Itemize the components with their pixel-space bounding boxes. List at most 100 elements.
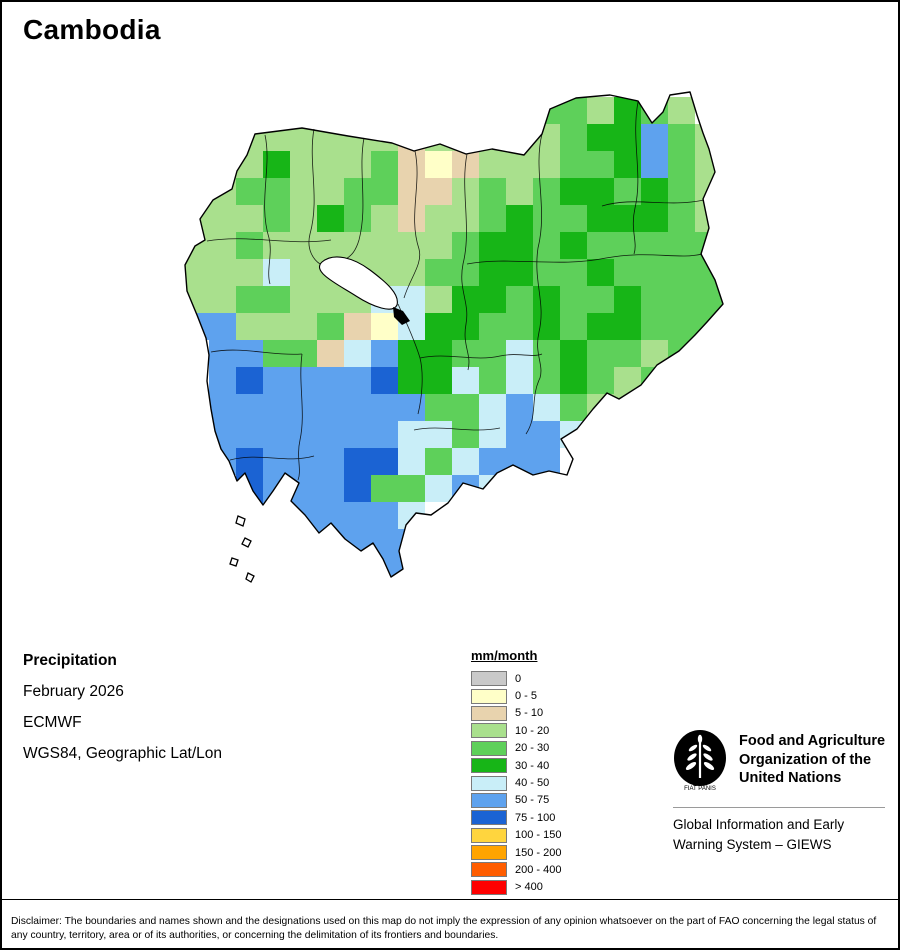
- precip-cell: [290, 394, 317, 421]
- precip-cell: [668, 259, 695, 286]
- precip-cell: [452, 259, 479, 286]
- legend-swatch: [471, 827, 507, 843]
- precip-cell: [587, 97, 614, 124]
- precip-cell: [668, 340, 695, 367]
- precip-cell: [506, 259, 533, 286]
- precip-cell: [371, 448, 398, 475]
- precip-cell: [668, 97, 695, 124]
- legend-label: 5 - 10: [515, 707, 544, 720]
- precip-cell: [209, 259, 236, 286]
- precip-cell: [479, 394, 506, 421]
- country-boundary: [184, 91, 724, 578]
- precip-cell: [641, 259, 668, 286]
- precip-cell: [479, 232, 506, 259]
- precip-cell: [371, 475, 398, 502]
- legend-entry: 10 - 20: [471, 722, 561, 739]
- precip-cell: [317, 340, 344, 367]
- legend-entries: 0 0 - 5 5 - 10 10 - 20 20 - 30 30 - 40 40 - 50…: [471, 670, 561, 896]
- precip-cell: [344, 205, 371, 232]
- fao-org-line: Organization of the: [739, 751, 872, 768]
- legend-label: 30 - 40: [515, 759, 550, 772]
- precip-cell: [533, 178, 560, 205]
- legend-entry: > 400: [471, 879, 561, 896]
- info-block: Precipitation February 2026 ECMWF WGS84,…: [23, 652, 222, 776]
- fao-block: FIAT PANIS Food and Agriculture Organiza…: [673, 729, 885, 791]
- precip-cell: [398, 151, 425, 178]
- precip-cell: [533, 313, 560, 340]
- legend-entry: 50 - 75: [471, 792, 561, 809]
- precip-cell: [479, 286, 506, 313]
- precip-cell: [506, 124, 533, 151]
- precip-cell: [425, 205, 452, 232]
- legend-swatch: [471, 845, 507, 861]
- legend-entry: 200 - 400: [471, 861, 561, 878]
- precip-cell: [344, 313, 371, 340]
- precip-cell: [425, 367, 452, 394]
- precip-cell: [506, 286, 533, 313]
- legend-label: 0 - 5: [515, 690, 538, 703]
- fao-org-line: United Nations: [739, 770, 842, 786]
- precip-cell: [236, 259, 263, 286]
- precip-cell: [479, 340, 506, 367]
- precip-cell: [209, 232, 236, 259]
- legend-swatch: [471, 723, 507, 739]
- precip-cell: [398, 178, 425, 205]
- precip-cell: [506, 205, 533, 232]
- precip-cell: [236, 232, 263, 259]
- precip-cell: [533, 367, 560, 394]
- precip-cell: [236, 421, 263, 448]
- precip-cell: [236, 475, 263, 502]
- precip-cell: [533, 448, 560, 475]
- precip-cell: [533, 340, 560, 367]
- precip-cell: [290, 259, 317, 286]
- legend-label: 10 - 20: [515, 724, 550, 737]
- precip-cell: [317, 124, 344, 151]
- precip-cell: [479, 259, 506, 286]
- precip-cell: [263, 259, 290, 286]
- precip-cell: [641, 286, 668, 313]
- precip-cell: [290, 313, 317, 340]
- tonle-sap-lake: [319, 256, 398, 310]
- precip-cell: [398, 529, 425, 556]
- precip-cell: [560, 286, 587, 313]
- precip-cell: [425, 394, 452, 421]
- precip-cell: [263, 367, 290, 394]
- precip-cell: [614, 367, 641, 394]
- precip-cell: [344, 502, 371, 529]
- legend-entry: 5 - 10: [471, 705, 561, 722]
- precip-cell: [479, 205, 506, 232]
- precip-cell: [209, 421, 236, 448]
- precip-cell: [506, 340, 533, 367]
- map-projection-label: WGS84, Geographic Lat/Lon: [23, 745, 223, 762]
- legend-entry: 20 - 30: [471, 740, 561, 757]
- precip-cell: [371, 502, 398, 529]
- precip-cell: [614, 205, 641, 232]
- precip-cell: [290, 205, 317, 232]
- precip-cell: [344, 448, 371, 475]
- precip-cell: [290, 178, 317, 205]
- precip-cell: [290, 421, 317, 448]
- precip-cell: [452, 367, 479, 394]
- precip-cell: [506, 367, 533, 394]
- precip-cell: [614, 178, 641, 205]
- precip-cell: [371, 394, 398, 421]
- precip-cell: [371, 151, 398, 178]
- precip-cell: [209, 367, 236, 394]
- precip-cell: [560, 205, 587, 232]
- precip-cell: [695, 151, 722, 178]
- precip-cell: [371, 529, 398, 556]
- precip-cell: [668, 124, 695, 151]
- precip-cell: [587, 205, 614, 232]
- precip-cell: [344, 367, 371, 394]
- precip-cell: [398, 502, 425, 529]
- precip-cell: [290, 232, 317, 259]
- precip-cell: [641, 151, 668, 178]
- fao-org-line: Food and Agriculture: [739, 733, 886, 749]
- legend-label: 20 - 30: [515, 742, 550, 755]
- precip-cell: [317, 232, 344, 259]
- fao-logo-motto: FIAT PANIS: [684, 786, 716, 791]
- legend-label: 100 - 150: [515, 829, 562, 842]
- precip-cell: [560, 232, 587, 259]
- precip-cell: [587, 151, 614, 178]
- precip-cell: [425, 178, 452, 205]
